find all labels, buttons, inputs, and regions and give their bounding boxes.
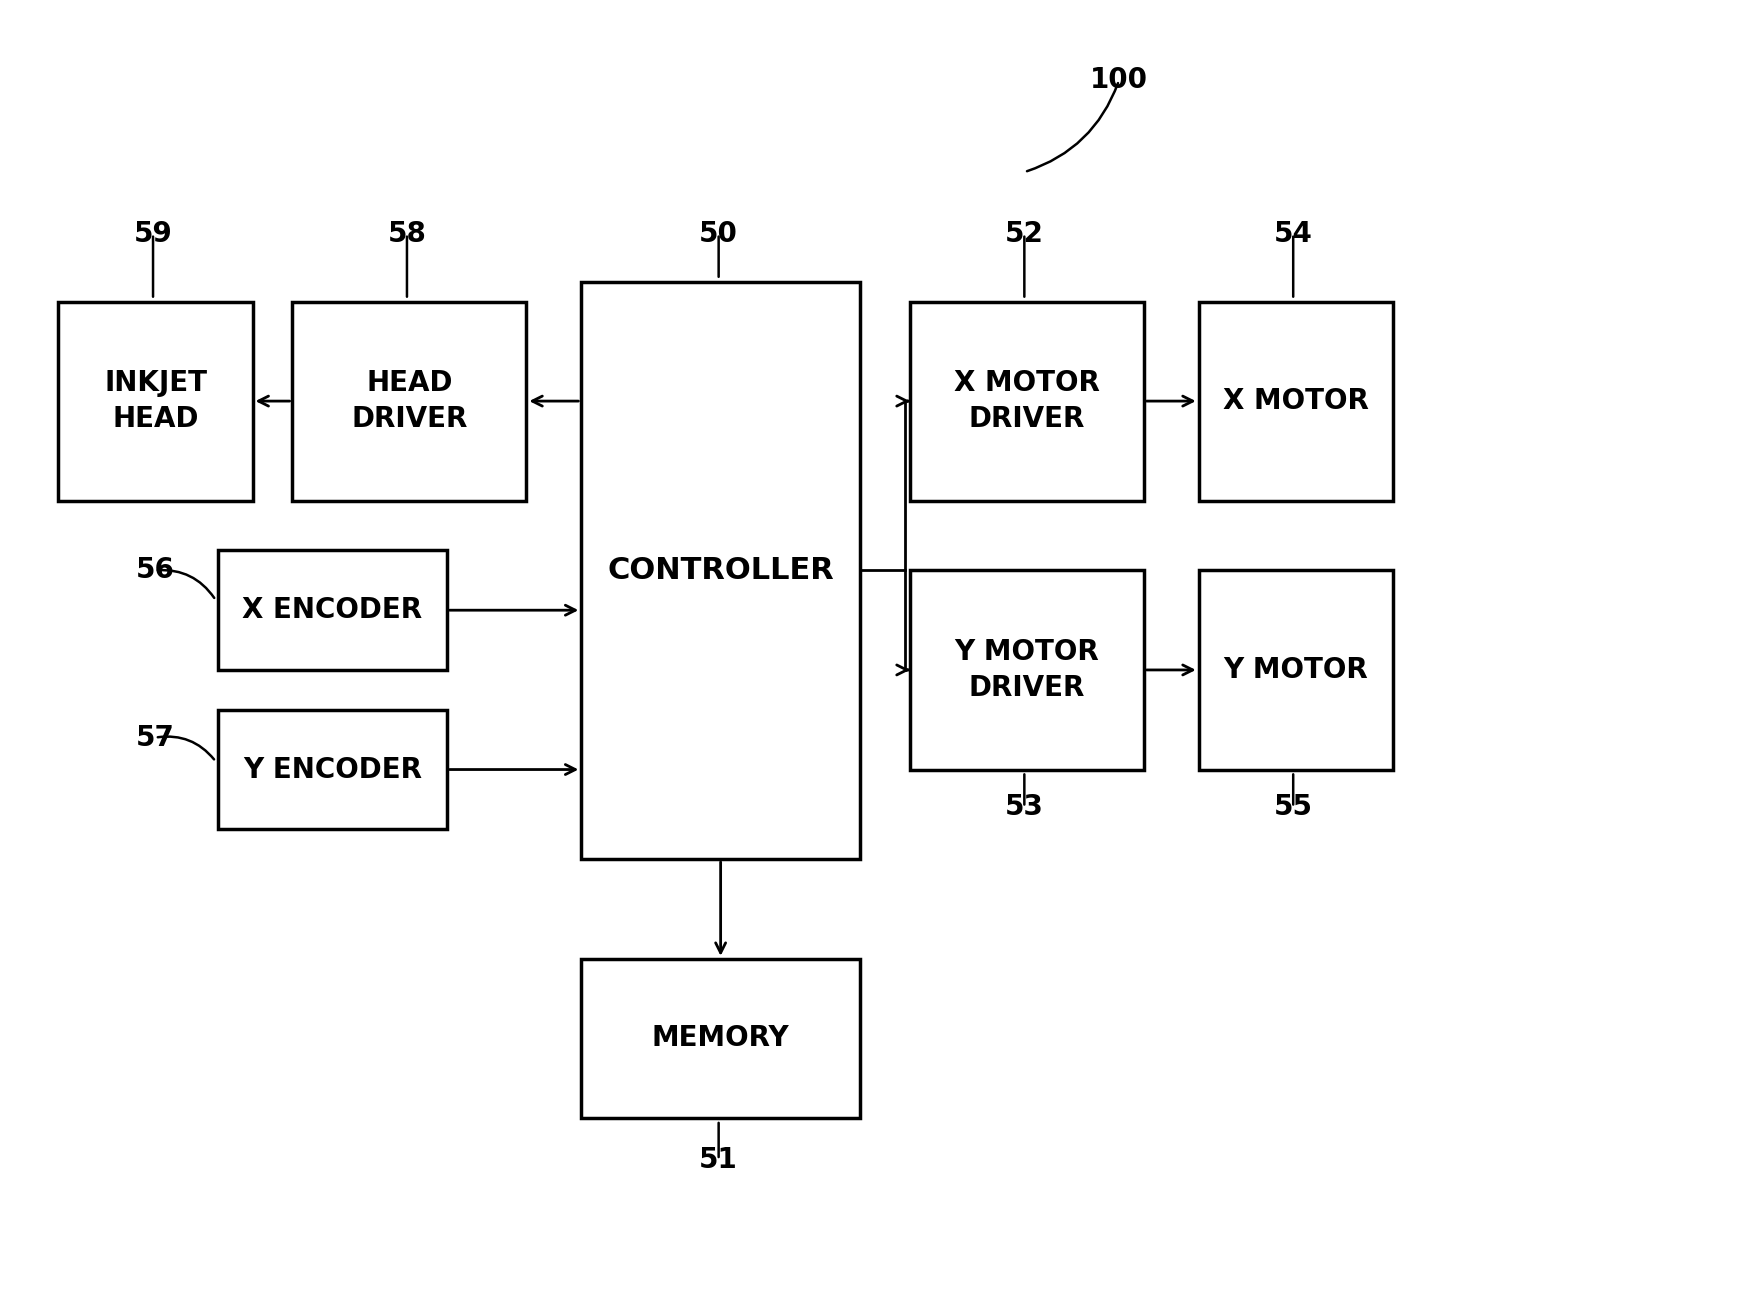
- Bar: [217, 551, 447, 669]
- Text: 55: 55: [1273, 793, 1313, 822]
- Text: 54: 54: [1273, 220, 1313, 247]
- Text: X MOTOR
DRIVER: X MOTOR DRIVER: [955, 370, 1099, 433]
- Text: X ENCODER: X ENCODER: [242, 596, 423, 625]
- Text: 53: 53: [1005, 793, 1043, 822]
- Bar: [292, 301, 527, 501]
- Bar: [581, 959, 861, 1118]
- Text: 57: 57: [136, 723, 174, 752]
- Text: 52: 52: [1005, 220, 1043, 247]
- Bar: [909, 301, 1144, 501]
- Text: Y MOTOR: Y MOTOR: [1223, 656, 1369, 684]
- Text: 51: 51: [699, 1145, 737, 1174]
- Bar: [59, 301, 252, 501]
- Text: Y MOTOR
DRIVER: Y MOTOR DRIVER: [955, 638, 1099, 702]
- Text: MEMORY: MEMORY: [652, 1024, 790, 1052]
- Text: 50: 50: [699, 220, 737, 247]
- Text: INKJET
HEAD: INKJET HEAD: [104, 370, 207, 433]
- Bar: [217, 710, 447, 830]
- Bar: [1198, 301, 1393, 501]
- Bar: [1198, 571, 1393, 769]
- Text: 56: 56: [136, 556, 174, 584]
- Text: Y ENCODER: Y ENCODER: [243, 756, 423, 784]
- Text: CONTROLLER: CONTROLLER: [607, 556, 835, 585]
- Text: 58: 58: [388, 220, 426, 247]
- Bar: [581, 281, 861, 859]
- Text: 100: 100: [1090, 67, 1148, 95]
- Text: X MOTOR: X MOTOR: [1223, 387, 1369, 416]
- Text: 59: 59: [134, 220, 172, 247]
- Bar: [909, 571, 1144, 769]
- Text: HEAD
DRIVER: HEAD DRIVER: [351, 370, 468, 433]
